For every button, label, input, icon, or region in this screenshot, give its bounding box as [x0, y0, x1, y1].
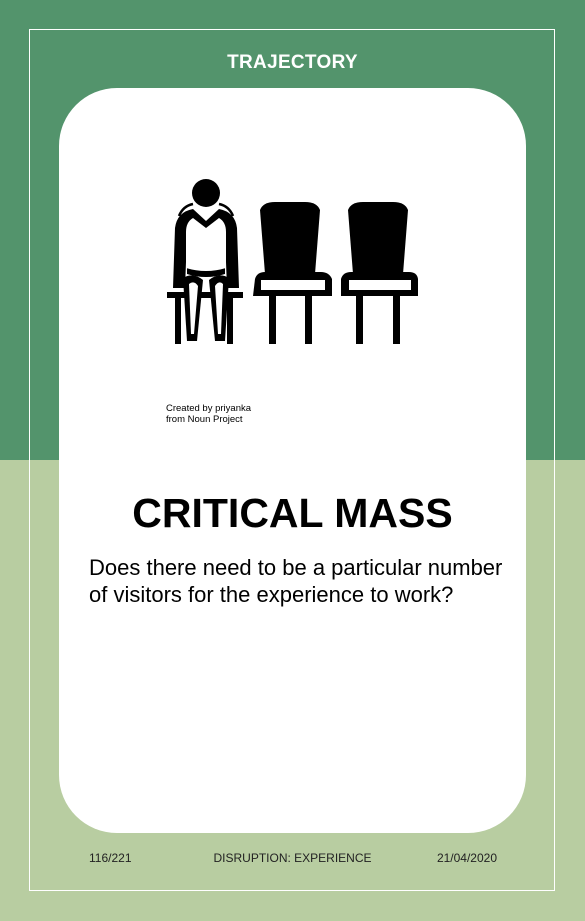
empty-chair-icon: [253, 202, 332, 344]
date-label: 21/04/2020: [436, 851, 497, 865]
card-question: Does there need to be a particular numbe…: [89, 555, 503, 607]
credit-line: from Noun Project: [166, 414, 243, 425]
card-title: CRITICAL MASS: [132, 490, 453, 536]
page-number: 116/221: [89, 851, 132, 865]
person-sitting-next-to-empty-chairs-icon: [167, 179, 418, 344]
sitting-person-icon: [167, 179, 243, 344]
card-frame: [29, 29, 555, 891]
credit-line: Created by priyanka: [166, 403, 252, 414]
empty-chair-icon: [341, 202, 418, 344]
section-label: DISRUPTION: EXPERIENCE: [213, 851, 372, 865]
card-category: TRAJECTORY: [227, 52, 358, 73]
illustration-credit: Created by priyanka from Noun Project: [166, 403, 251, 425]
